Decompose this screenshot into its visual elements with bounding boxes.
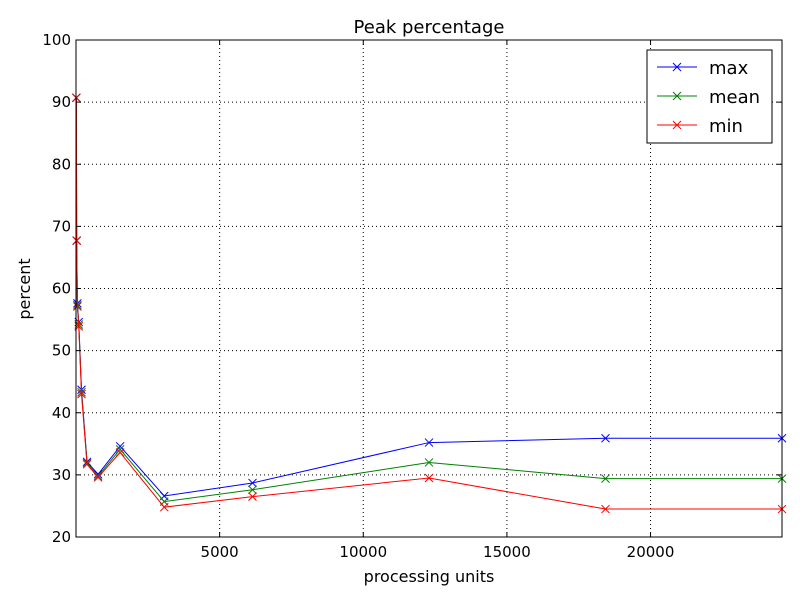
data-point-min [93, 473, 103, 482]
data-point-max [115, 441, 125, 451]
data-point-min [73, 302, 82, 311]
chart-title: Peak percentage [354, 17, 505, 38]
data-point-min [82, 459, 92, 469]
axis-ticks: 5000 10000 15000 20000 20 30 40 50 60 70 80 90 100 [42, 31, 782, 561]
data-point-mean [601, 474, 610, 483]
series-layer [71, 93, 787, 514]
legend: max mean min [646, 49, 773, 144]
y-tick-label: 40 [52, 404, 71, 422]
data-point-min [159, 502, 169, 512]
data-point-min [72, 236, 82, 246]
y-axis-label: percent [15, 258, 34, 319]
data-point-min [77, 389, 86, 399]
data-point-max [248, 478, 257, 488]
legend-marker [672, 91, 682, 101]
y-tick-label: 100 [42, 31, 71, 49]
data-point-mean [248, 485, 257, 495]
y-tick-label: 80 [52, 155, 71, 173]
x-tick-label: 10000 [339, 543, 387, 561]
x-tick-label: 15000 [483, 543, 531, 561]
data-point-min [248, 492, 257, 501]
data-point-max [93, 469, 103, 479]
data-point-max [601, 433, 610, 443]
data-point-mean [424, 458, 434, 467]
x-tick-label: 20000 [627, 543, 675, 561]
y-tick-label: 60 [52, 280, 71, 298]
legend-item-max: max [657, 58, 749, 79]
legend-item-mean: mean [657, 87, 760, 108]
x-axis-label: processing units [364, 567, 495, 586]
y-tick-label: 50 [52, 342, 71, 360]
y-tick-label: 30 [52, 466, 71, 484]
legend-label: mean [709, 87, 760, 108]
data-point-mean [115, 445, 125, 454]
data-point-max [424, 438, 434, 447]
data-point-min [424, 473, 434, 483]
legend-marker [672, 62, 682, 72]
y-tick-label: 20 [52, 528, 71, 546]
data-point-min [115, 448, 125, 457]
legend-item-min: min [657, 116, 743, 137]
x-tick-label: 5000 [201, 543, 239, 561]
y-tick-label: 90 [52, 93, 71, 111]
legend-label: min [709, 116, 743, 137]
y-tick-label: 70 [52, 217, 71, 235]
data-point-min [601, 504, 610, 514]
legend-label: max [709, 58, 749, 79]
legend-marker [672, 120, 682, 130]
